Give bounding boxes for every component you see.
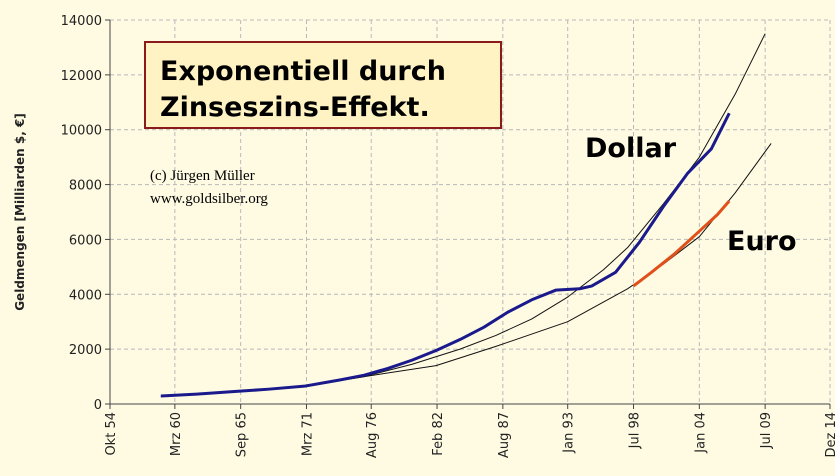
y-tick-label: 8000 xyxy=(69,179,102,194)
series-label: Dollar xyxy=(585,133,677,164)
y-tick-label: 12000 xyxy=(61,69,102,84)
y-tick-label: 4000 xyxy=(69,288,102,303)
y-tick-label: 14000 xyxy=(61,14,102,29)
data-line xyxy=(160,112,731,398)
series-label: Euro xyxy=(727,226,797,257)
credit-text: (c) Jürgen Müller xyxy=(150,168,255,184)
data-line xyxy=(632,200,731,288)
credit-text: www.goldsilber.org xyxy=(150,191,268,207)
x-tick-label: Feb 82 xyxy=(431,412,446,456)
x-tick-label: Jul 09 xyxy=(759,412,774,449)
x-tick-label: Sep 65 xyxy=(235,412,250,457)
x-tick-label: Jul 98 xyxy=(628,412,643,449)
x-tick-label: Okt 54 xyxy=(104,412,119,456)
y-tick-label: 6000 xyxy=(69,233,102,248)
x-tick-label: Jan 04 xyxy=(693,412,708,454)
y-tick-label: 10000 xyxy=(61,124,102,139)
annotation-text: Exponentiell durch xyxy=(160,56,446,87)
x-tick-label: Dez 14 xyxy=(824,412,835,458)
annotation-text: Zinseszins-Effekt. xyxy=(160,92,430,123)
annotation-box xyxy=(144,41,502,129)
x-tick-label: Aug 87 xyxy=(497,412,512,458)
x-tick-label: Mrz 60 xyxy=(169,412,184,456)
x-tick-label: Mrz 71 xyxy=(300,412,315,456)
y-tick-label: 0 xyxy=(94,398,102,413)
x-tick-label: Aug 76 xyxy=(365,412,380,458)
y-tick-label: 2000 xyxy=(69,343,102,358)
y-axis-label: Geldmengen [Milliarden $, €] xyxy=(13,113,27,311)
x-tick-label: Jan 93 xyxy=(562,412,577,454)
